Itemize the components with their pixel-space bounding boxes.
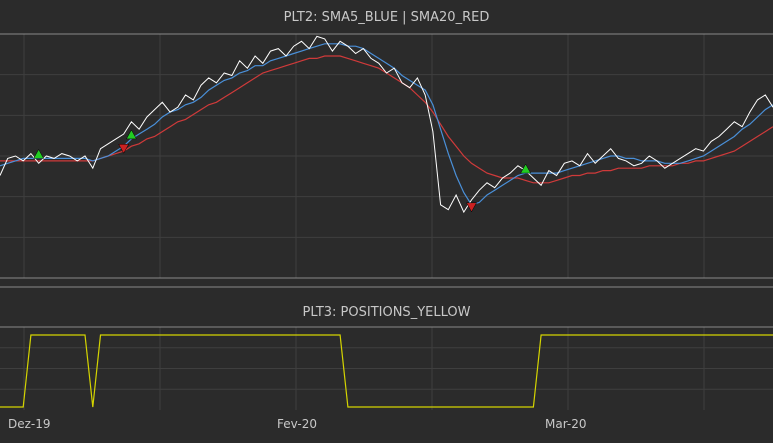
- positions-panel-title: PLT3: POSITIONS_YELLOW: [302, 305, 471, 320]
- price-line: [0, 35, 773, 214]
- x-tick-label: Dez-19: [8, 417, 51, 431]
- sell-marker: [118, 143, 130, 154]
- price-panel-grid: [0, 34, 773, 278]
- sell-marker: [466, 202, 477, 213]
- buy-marker: [125, 129, 137, 140]
- positions-panel-grid: [0, 327, 773, 410]
- buy-marker: [33, 148, 45, 159]
- sma5-line: [0, 43, 773, 206]
- x-tick-label: Mar-20: [545, 417, 587, 431]
- positions-series-group: [0, 334, 773, 408]
- signal-markers: [33, 129, 532, 213]
- x-tick-label: Fev-20: [277, 417, 318, 431]
- price-panel-title: PLT2: SMA5_BLUE | SMA20_RED: [283, 10, 490, 25]
- buy-marker: [520, 163, 532, 174]
- positions-line: [0, 334, 773, 408]
- price-series-group: [0, 35, 773, 214]
